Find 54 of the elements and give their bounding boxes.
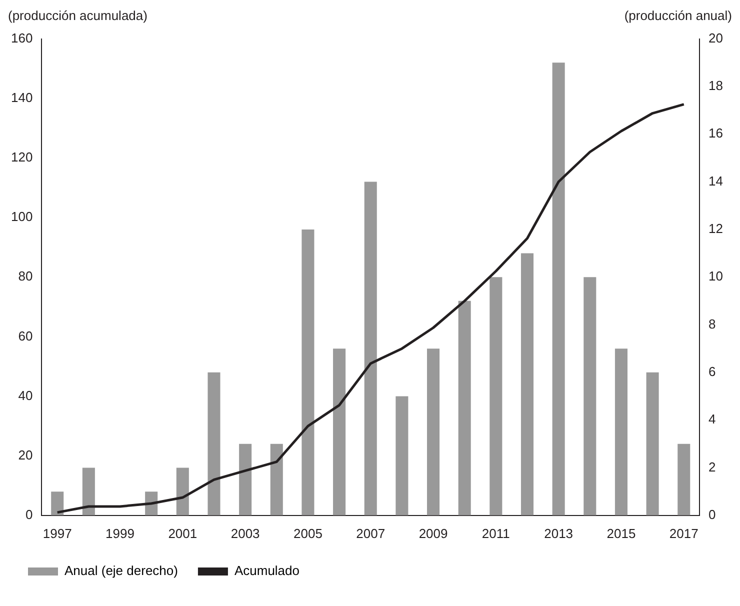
bar <box>520 253 534 516</box>
bar <box>458 300 471 516</box>
y-tick-label: 100 <box>10 209 33 224</box>
y-tick-label: 60 <box>18 328 33 344</box>
x-tick-label: 2001 <box>168 526 198 541</box>
bar <box>176 468 189 516</box>
y2-tick-label: 4 <box>708 412 716 427</box>
x-tick-label: 2007 <box>356 526 386 541</box>
y2-tick-label: 12 <box>708 221 724 236</box>
y2-tick-label: 14 <box>708 173 724 188</box>
bar <box>614 348 628 516</box>
bar <box>270 444 283 516</box>
bar <box>396 396 408 516</box>
y2-tick-label: 0 <box>708 506 716 522</box>
bar <box>82 468 95 516</box>
x-tick-label: 1999 <box>106 526 134 541</box>
y2-axis-title: (producción anual) <box>624 8 732 25</box>
bar <box>646 372 659 516</box>
bar <box>427 348 440 516</box>
y-tick-label: 120 <box>10 150 33 165</box>
bar <box>678 444 690 516</box>
y-tick-label: 160 <box>10 30 33 46</box>
x-tick-label: 1997 <box>42 526 72 541</box>
y-tick-label: 20 <box>18 447 33 462</box>
bar <box>51 492 64 516</box>
y2-tick-label: 2 <box>708 459 716 474</box>
y2-tick-label: 10 <box>708 268 724 284</box>
bar <box>333 348 346 516</box>
bar <box>364 182 377 516</box>
y-tick-label: 80 <box>18 268 33 284</box>
x-tick-label: 2009 <box>418 526 448 541</box>
x-tick-label: 2005 <box>294 526 322 541</box>
bar <box>490 277 502 516</box>
y-tick-label: 40 <box>18 388 33 403</box>
x-tick-label: 2003 <box>230 526 260 541</box>
x-tick-label: 2013 <box>544 526 574 541</box>
y2-tick-label: 18 <box>708 78 724 94</box>
x-tick-label: 2011 <box>482 526 510 541</box>
bar <box>302 229 314 516</box>
y2-tick-label: 16 <box>708 126 724 141</box>
bar <box>552 62 565 516</box>
y2-tick-label: 6 <box>708 364 716 379</box>
bar <box>208 372 220 516</box>
bar <box>239 444 252 516</box>
legend-label: Anual (eje derecho) <box>64 563 178 578</box>
y2-tick-label: 20 <box>708 30 724 46</box>
x-tick-label: 2017 <box>669 526 698 541</box>
y-tick-label: 140 <box>10 90 33 105</box>
x-tick-label: 2015 <box>606 526 636 541</box>
y2-tick-label: 8 <box>708 316 716 332</box>
y-axis-title: (producción acumulada) <box>8 8 148 25</box>
legend-label: Acumulado <box>234 563 300 578</box>
bar <box>584 277 596 516</box>
y-tick-label: 0 <box>25 506 33 522</box>
